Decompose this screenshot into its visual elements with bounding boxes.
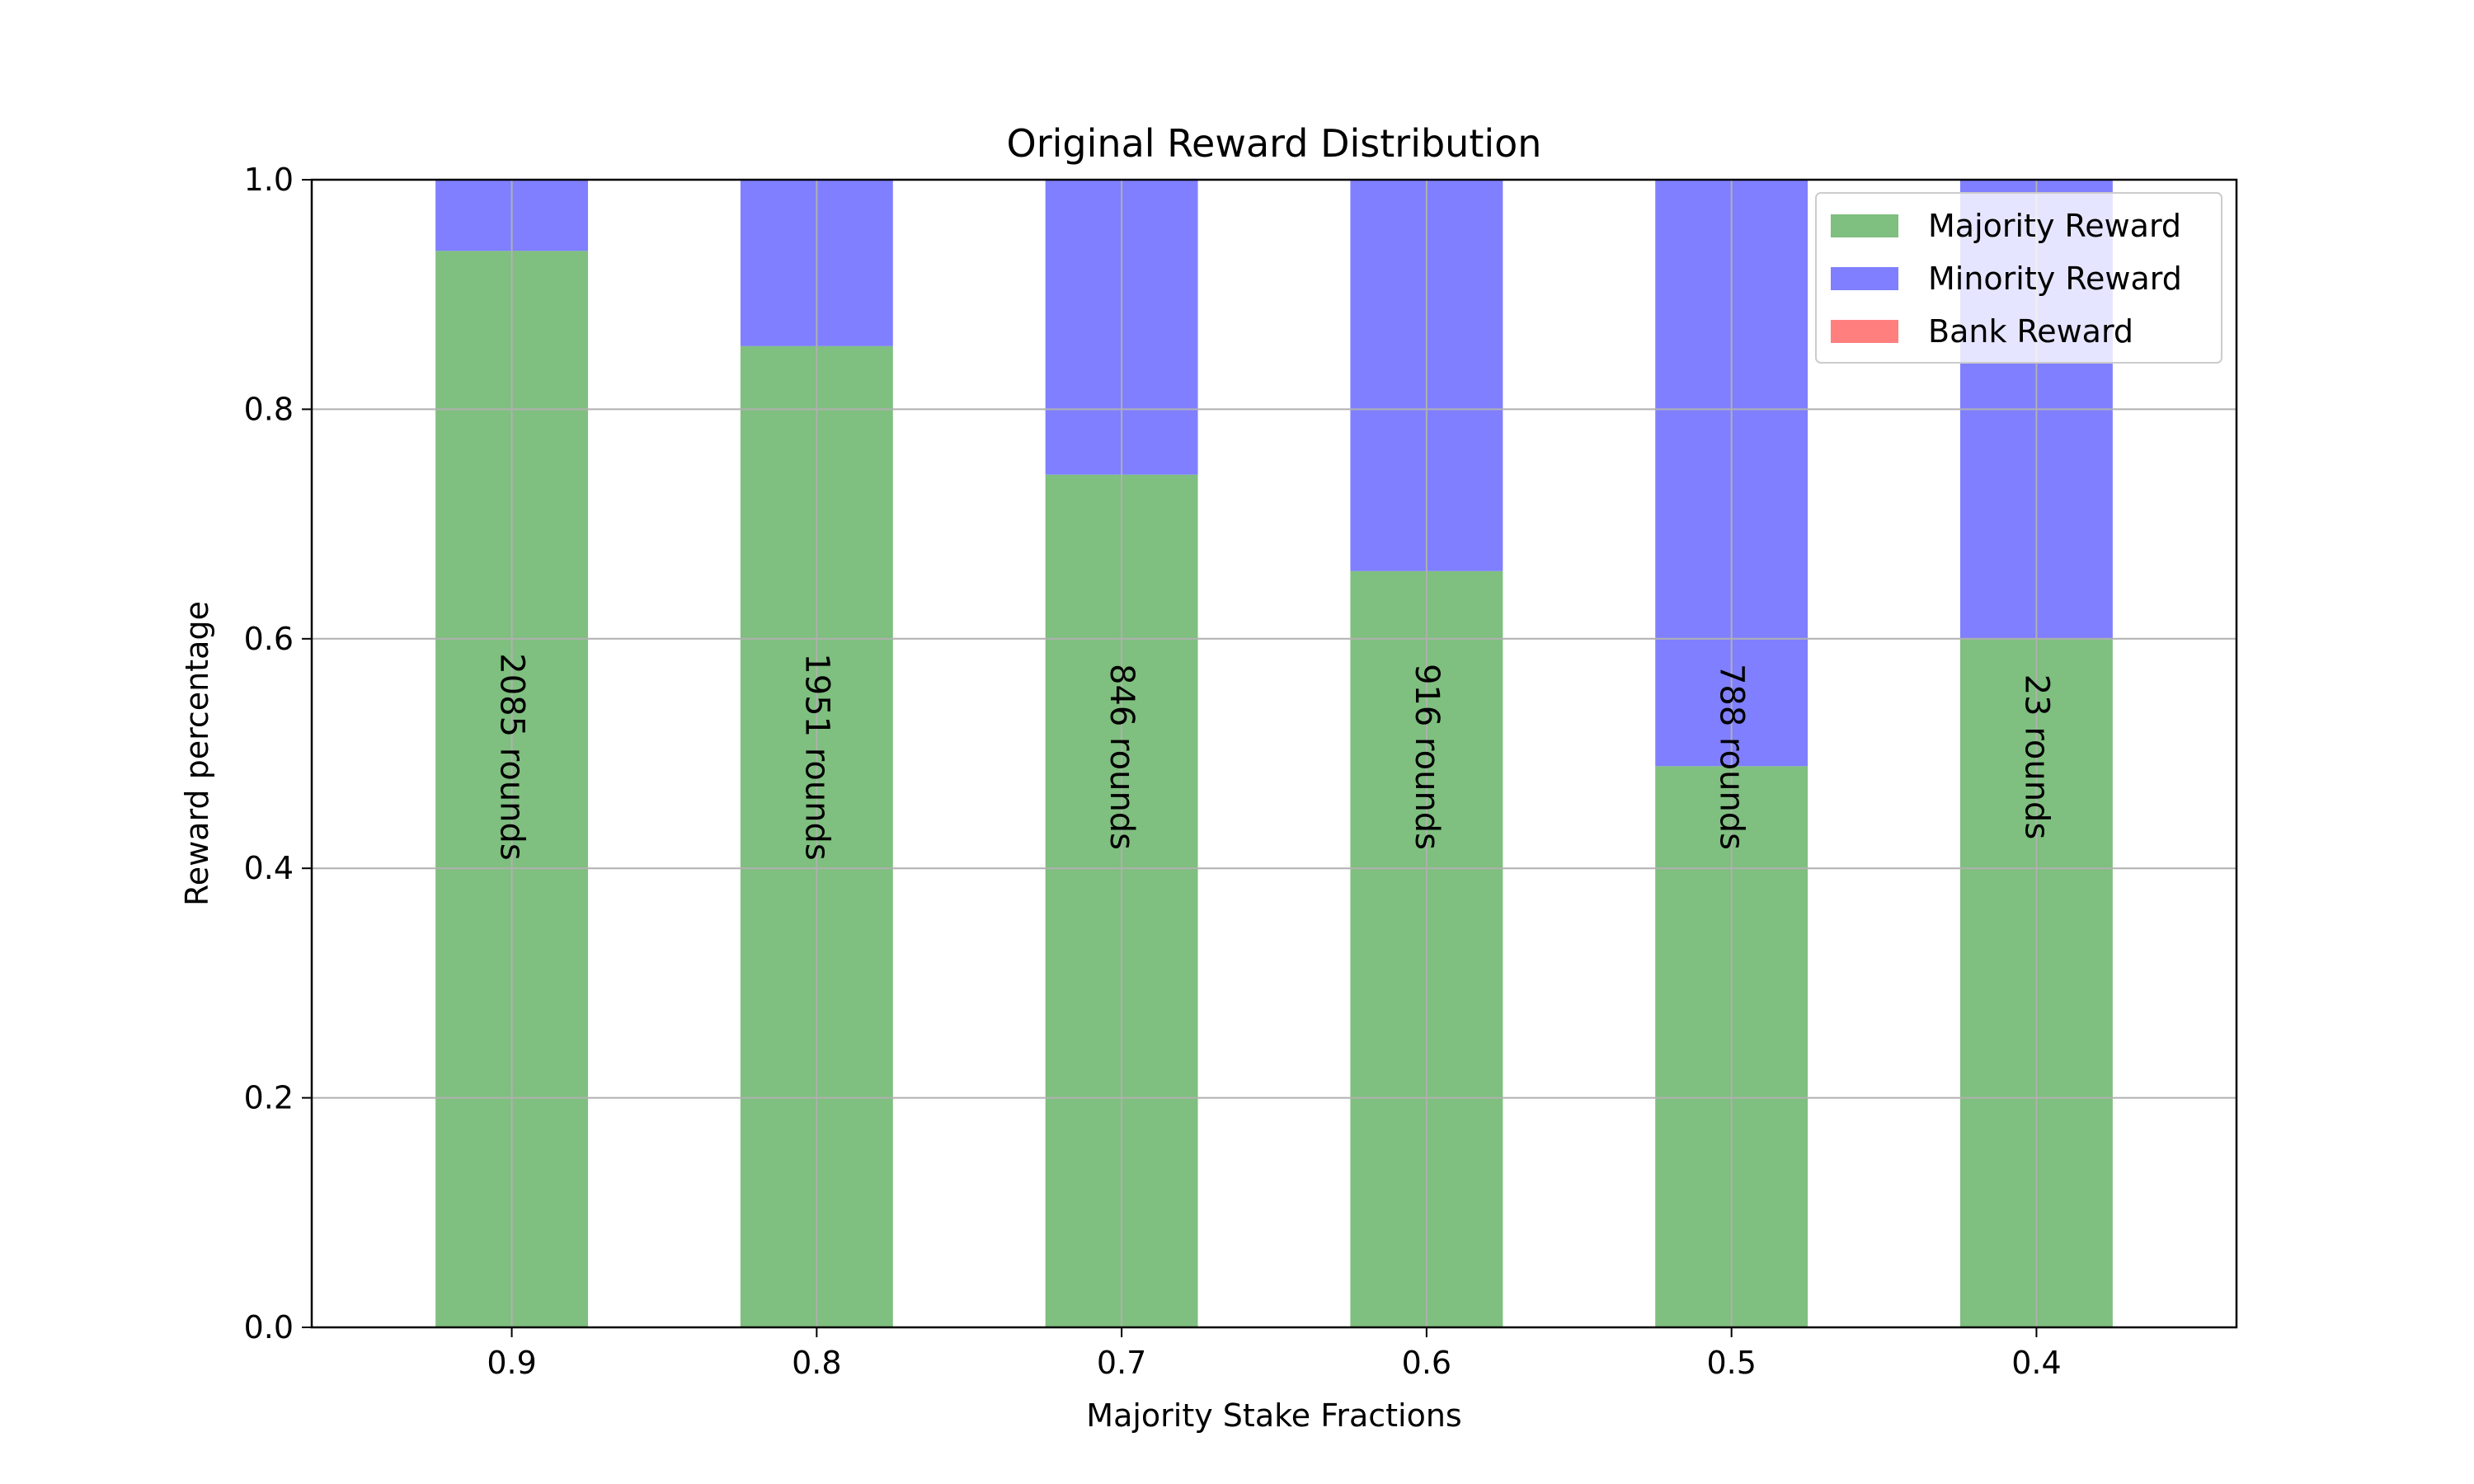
plot-frame: [310, 178, 2238, 1329]
x-tick-label: 0.9: [487, 1345, 536, 1381]
bar-annotation: 916 rounds: [1408, 664, 1446, 850]
chart-title: Original Reward Distribution: [1007, 121, 1542, 166]
legend-swatch-minority-reward: [1831, 267, 1898, 290]
legend-label: Majority Reward: [1928, 208, 2181, 244]
x-tick-label: 0.8: [792, 1345, 841, 1381]
bar-annotation: 1951 rounds: [797, 653, 835, 860]
ticks-layer: 0.9 0.8 0.7 0.6 0.5 0.4 0.0 0.2 0.4 0.6 0.8 1.0: [244, 162, 2062, 1381]
legend-box: [1815, 192, 2222, 364]
x-tick-label: 0.7: [1097, 1345, 1146, 1381]
x-axis-label: Majority Stake Fractions: [1086, 1397, 1461, 1434]
legend-label: Minority Reward: [1928, 261, 2182, 297]
legend-swatch-bank-reward: [1831, 320, 1898, 343]
y-tick-label: 1.0: [244, 162, 294, 198]
y-tick-label: 0.2: [244, 1080, 294, 1116]
bar-annotation: 788 rounds: [1713, 664, 1751, 850]
y-axis-label: Reward percentage: [179, 601, 215, 906]
annotations-layer: 2085 rounds 1951 rounds 846 rounds 916 roun…: [493, 653, 2056, 860]
x-tick-label: 0.5: [1706, 1345, 1756, 1381]
bar-annotation: 2085 rounds: [493, 653, 531, 860]
y-tick-label: 0.8: [244, 391, 294, 427]
legend-label: Bank Reward: [1928, 313, 2133, 350]
legend: Majority Reward Minority Reward Bank Rewar…: [1815, 192, 2222, 364]
legend-swatch-majority-reward: [1831, 214, 1898, 237]
x-tick-label: 0.4: [2011, 1345, 2061, 1381]
y-tick-label: 0.0: [244, 1309, 294, 1345]
bar-annotation: 23 rounds: [2017, 674, 2055, 840]
y-tick-label: 0.6: [244, 621, 294, 657]
bar-annotation: 846 rounds: [1103, 664, 1141, 850]
y-tick-label: 0.4: [244, 850, 294, 886]
x-tick-label: 0.6: [1402, 1345, 1451, 1381]
